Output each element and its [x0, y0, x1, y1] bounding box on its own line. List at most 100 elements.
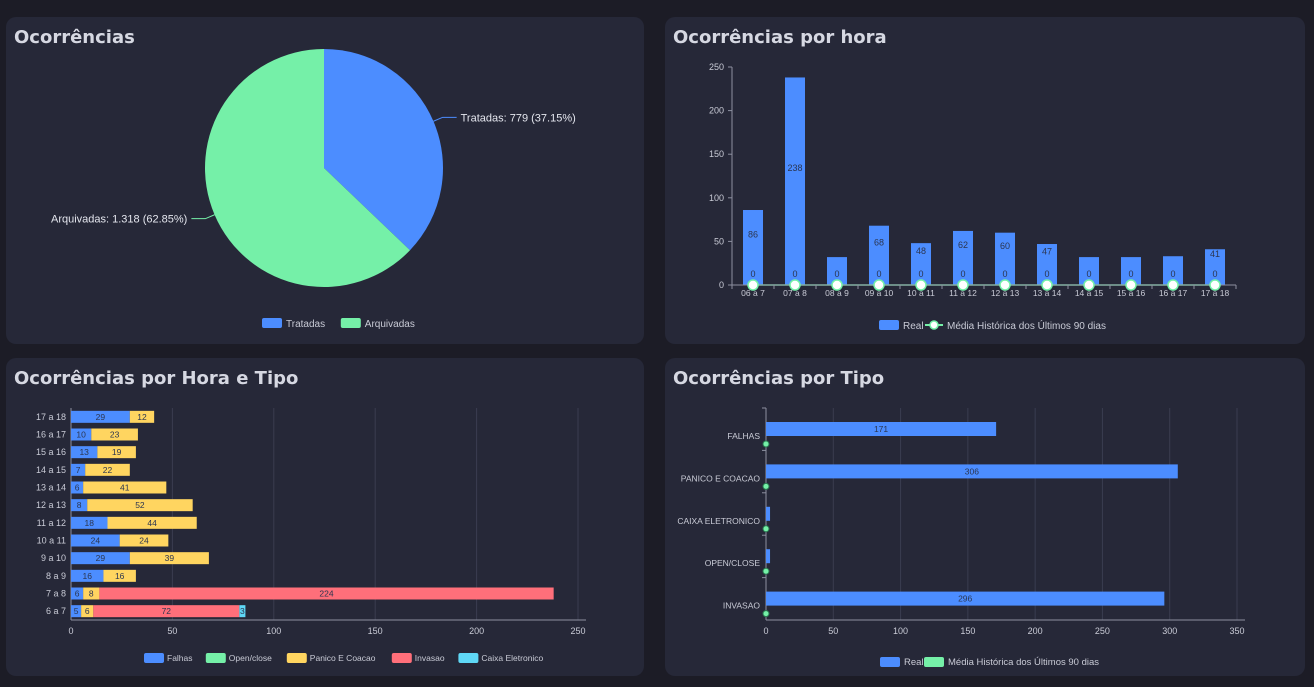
pie-chart: Tratadas: 779 (37.15%) Arquivadas: 1.318 … — [51, 49, 576, 330]
avg-point — [762, 440, 770, 448]
bar-value-label: 296 — [958, 594, 972, 604]
bar-segment-label: 52 — [135, 500, 145, 510]
y-tick-label: 250 — [709, 62, 724, 72]
bar-segment-label: 22 — [103, 465, 113, 475]
bar-segment — [107, 516, 197, 529]
avg-point — [873, 279, 885, 291]
avg-point — [999, 279, 1011, 291]
bar — [766, 506, 771, 521]
bar-segment — [239, 605, 246, 618]
bar-segment — [71, 499, 88, 512]
x-tick-label: 09 a 10 — [865, 288, 894, 298]
legend-swatch — [391, 653, 412, 663]
bar-segment-label: 16 — [82, 571, 92, 581]
bar-segment-label: 23 — [110, 430, 120, 440]
legend-label: Arquivadas — [365, 319, 415, 330]
x-tick-label: 100 — [266, 626, 281, 636]
x-tick-label: 06 a 7 — [741, 288, 765, 298]
avg-point — [762, 610, 770, 618]
x-tick-label: 50 — [828, 626, 838, 636]
bar-value-label: 62 — [958, 240, 968, 250]
bar-segment-label: 6 — [85, 606, 90, 616]
bar-value-label: 86 — [748, 230, 758, 240]
avg-point — [1125, 279, 1137, 291]
legend-swatch — [262, 318, 282, 328]
bar-segment-label: 39 — [165, 553, 175, 563]
bar-segment — [93, 605, 240, 618]
bar — [743, 210, 763, 285]
bar-segment-label: 72 — [162, 606, 172, 616]
bar-value-label: 306 — [965, 466, 979, 476]
y-tick-label: 50 — [714, 236, 724, 246]
x-tick-label: 08 a 9 — [825, 288, 849, 298]
bar-segment — [87, 499, 193, 512]
y-tick-label: 7 a 8 — [46, 589, 66, 599]
bar-segment — [71, 552, 130, 565]
avg-point — [747, 279, 759, 291]
y-tick-label: 13 a 14 — [36, 483, 66, 493]
avg-value-label: 0 — [1128, 269, 1133, 279]
hourly-bar-chart: 0 50 100 150 200 250 86 0 06 a 7 238 0 07 a 8 0 08 a … — [709, 62, 1237, 332]
x-tick-label: 15 a 16 — [1117, 288, 1146, 298]
panel-hourly: Ocorrências por hora 0 50 100 150 200 250 86 0 0… — [665, 17, 1305, 344]
bar-segment — [71, 516, 108, 529]
bar — [1121, 257, 1141, 285]
y-tick-label: OPEN/CLOSE — [705, 558, 761, 568]
legend-swatch — [924, 657, 944, 667]
y-tick-label: 9 a 10 — [41, 553, 66, 563]
bar-segment-label: 224 — [319, 589, 333, 599]
bar — [1163, 256, 1183, 285]
x-tick-label: 150 — [368, 626, 383, 636]
y-tick-label: 15 a 16 — [36, 447, 66, 457]
legend-label: Panico E Coacao — [310, 653, 376, 663]
pie-slice — [205, 49, 410, 287]
bar-segment-label: 18 — [85, 518, 95, 528]
x-tick-label: 07 a 8 — [783, 288, 807, 298]
panel-hour-type: Ocorrências por Hora e Tipo 0 50 100 150 200… — [6, 358, 644, 676]
x-tick-label: 12 a 13 — [991, 288, 1020, 298]
bar — [827, 257, 847, 285]
avg-point — [957, 279, 969, 291]
x-tick-label: 11 a 12 — [949, 288, 977, 298]
avg-value-label: 0 — [1086, 269, 1091, 279]
bar-value-label: 47 — [1042, 247, 1052, 257]
bar-segment — [71, 463, 86, 476]
legend-label: Falhas — [167, 653, 193, 663]
bar — [766, 591, 1165, 606]
x-tick-label: 200 — [1028, 626, 1043, 636]
y-tick-label: PANICO E COACAO — [681, 473, 761, 483]
x-tick-label: 200 — [469, 626, 484, 636]
bar-segment-label: 6 — [75, 589, 80, 599]
bar-segment-label: 24 — [91, 536, 101, 546]
panel-title: Ocorrências por Hora e Tipo — [14, 368, 299, 389]
avg-value-label: 0 — [792, 269, 797, 279]
bar-segment-label: 16 — [115, 571, 125, 581]
panel-title: Ocorrências — [14, 27, 135, 48]
avg-value-label: 0 — [834, 269, 839, 279]
avg-point — [762, 525, 770, 533]
avg-value-label: 0 — [876, 269, 881, 279]
bar — [785, 77, 805, 285]
y-tick-label: 100 — [709, 193, 724, 203]
bar-segment-label: 12 — [137, 412, 147, 422]
bar-segment-label: 10 — [76, 430, 86, 440]
bar-segment-label: 7 — [76, 465, 81, 475]
avg-point — [831, 279, 843, 291]
bar-segment — [71, 534, 120, 547]
bar-segment — [71, 569, 104, 582]
bar-segment — [103, 569, 136, 582]
hour-type-stacked-chart: 0 50 100 150 200 250 17 a 18 29 12 16 a 17 10 23 15 … — [36, 408, 586, 663]
bar-segment — [129, 410, 155, 423]
bar-segment — [71, 446, 98, 459]
bar-segment — [71, 428, 92, 441]
bar-segment — [81, 605, 94, 618]
bar-segment-label: 13 — [79, 447, 89, 457]
bar-segment — [71, 410, 130, 423]
bar-segment — [71, 587, 84, 600]
pie-label-line — [191, 214, 215, 220]
x-tick-label: 150 — [960, 626, 975, 636]
y-tick-label: FALHAS — [727, 431, 760, 441]
bar-segment-label: 8 — [89, 589, 94, 599]
avg-value-label: 0 — [1002, 269, 1007, 279]
panel-title: Ocorrências por hora — [673, 27, 887, 48]
